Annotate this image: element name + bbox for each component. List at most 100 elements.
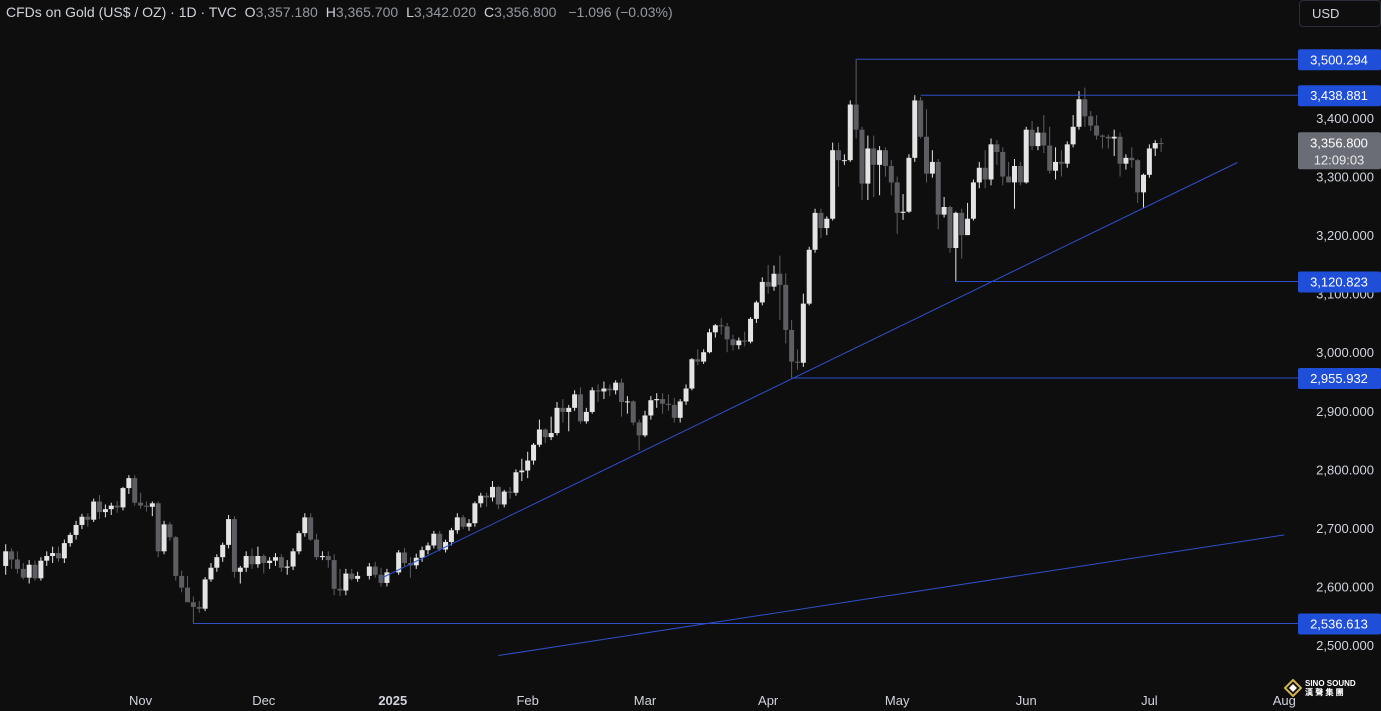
- candle: [1053, 147, 1059, 180]
- candle: [366, 563, 372, 580]
- candle-body: [378, 574, 384, 583]
- candle: [818, 208, 824, 239]
- candle: [765, 264, 771, 294]
- candle-body: [1011, 166, 1017, 183]
- candle-body: [560, 407, 566, 412]
- candle: [91, 498, 97, 523]
- candle-body: [290, 551, 296, 567]
- price-axis[interactable]: 2,500.000 2,600.000 2,700.000 2,800.000 2,90…: [1316, 111, 1374, 653]
- candle-body: [3, 551, 9, 566]
- level-label-bg: [1298, 85, 1381, 107]
- candle: [642, 410, 648, 438]
- candle-body: [654, 399, 660, 401]
- candle-body: [619, 382, 625, 402]
- candle: [542, 428, 548, 443]
- currency-button[interactable]: USD: [1299, 0, 1381, 27]
- candle-body: [830, 150, 836, 219]
- candle: [630, 400, 636, 426]
- candle-body: [642, 415, 648, 436]
- candle: [114, 500, 120, 513]
- candle-body: [525, 460, 531, 471]
- time-tick-label: Dec: [252, 693, 276, 708]
- candle: [231, 516, 237, 578]
- trendline[interactable]: [498, 534, 1285, 657]
- candle-body: [736, 340, 742, 346]
- candle-body: [783, 284, 789, 330]
- candle: [525, 451, 531, 479]
- candle: [572, 390, 578, 411]
- candle-body: [372, 566, 378, 575]
- high-label: H: [325, 4, 336, 20]
- candle: [753, 300, 759, 323]
- candle-body: [489, 486, 495, 498]
- level-price-label: 3,500.294: [1298, 49, 1381, 71]
- symbol-title[interactable]: CFDs on Gold (US$ / OZ) · 1D · TVC: [6, 4, 237, 20]
- sino-sound-logo: SINO SOUND 漢 聲 集 團: [1284, 679, 1356, 697]
- candle-body: [689, 359, 695, 389]
- candle: [554, 401, 560, 436]
- candle-body: [1158, 143, 1164, 145]
- candle: [220, 542, 226, 562]
- candle-body: [630, 401, 636, 423]
- candle-body: [1064, 144, 1070, 164]
- trendline[interactable]: [380, 162, 1238, 579]
- candle: [296, 530, 302, 555]
- candle: [536, 419, 542, 448]
- candle: [437, 530, 443, 552]
- candle: [214, 554, 220, 572]
- level-label-bg: [1298, 368, 1381, 390]
- candle-body: [501, 491, 507, 505]
- level-label-bg: [1298, 49, 1381, 71]
- candle: [1035, 126, 1041, 151]
- candle: [149, 501, 155, 517]
- candle: [648, 396, 654, 420]
- candle: [466, 519, 472, 531]
- candle: [1117, 132, 1123, 177]
- candle-body: [953, 212, 959, 248]
- price-tick-label: 3,200.000: [1316, 228, 1374, 243]
- candle: [1058, 150, 1064, 177]
- candle: [513, 469, 519, 496]
- candle-body: [272, 557, 278, 561]
- candle: [548, 416, 554, 441]
- candle: [1076, 91, 1082, 130]
- candle-body: [519, 470, 525, 473]
- candle-body: [237, 567, 243, 572]
- candle-body: [231, 519, 237, 572]
- candle: [859, 126, 865, 200]
- candle-body: [1123, 157, 1129, 164]
- candle: [278, 554, 284, 572]
- low-label: L: [406, 4, 414, 20]
- candle-body: [912, 100, 918, 158]
- candle: [120, 486, 126, 511]
- candle-body: [965, 218, 971, 236]
- time-axis[interactable]: Nov Dec 2025 Feb Mar Apr May Jun Jul Aug: [129, 693, 1296, 708]
- candle-body: [319, 555, 325, 558]
- candle-body: [982, 167, 988, 180]
- candle: [976, 161, 982, 189]
- candle: [472, 501, 478, 527]
- level-label-text: 2,955.932: [1310, 371, 1368, 386]
- candle-body: [707, 332, 712, 353]
- candle: [126, 475, 132, 494]
- candle-body: [460, 517, 466, 527]
- candle: [185, 575, 191, 603]
- candle-body: [44, 555, 50, 561]
- candle-body: [1076, 99, 1082, 127]
- candle: [519, 458, 525, 482]
- candle: [501, 489, 507, 508]
- candle-body: [601, 388, 607, 392]
- drawings-layer[interactable]: [193, 58, 1298, 657]
- time-tick-label: 2025: [378, 693, 407, 708]
- candle: [836, 142, 842, 187]
- candle-body: [1082, 99, 1088, 117]
- candle: [243, 551, 249, 572]
- candle: [619, 378, 625, 417]
- candle-body: [671, 404, 677, 418]
- candle: [595, 384, 601, 402]
- candle: [155, 501, 161, 558]
- candle-body: [1141, 174, 1147, 193]
- price-tick-label: 2,600.000: [1316, 579, 1374, 594]
- candle: [853, 59, 859, 139]
